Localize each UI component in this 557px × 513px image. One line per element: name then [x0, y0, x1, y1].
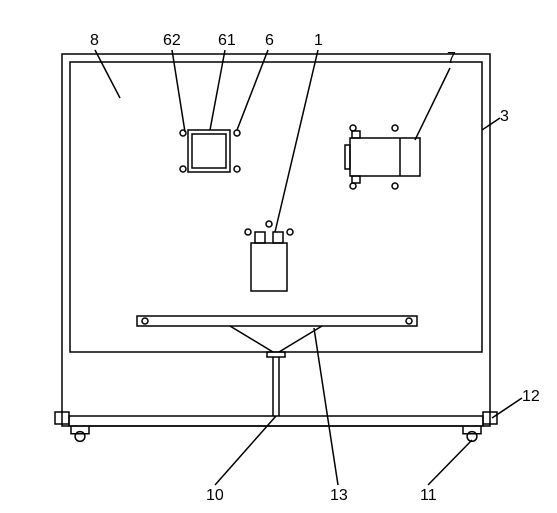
label-1: 1: [314, 32, 323, 50]
label-6: 6: [265, 32, 274, 50]
label-13: 13: [330, 487, 348, 505]
label-11: 11: [420, 487, 437, 505]
label-12: 12: [522, 388, 540, 406]
label-61: 61: [218, 32, 236, 50]
label-62: 62: [163, 32, 181, 50]
label-3: 3: [500, 108, 509, 126]
diagram-svg: [0, 0, 557, 513]
label-7: 7: [447, 50, 456, 68]
label-8: 8: [90, 32, 99, 50]
label-10: 10: [206, 487, 224, 505]
diagram-canvas: 13678101112136162: [0, 0, 557, 513]
